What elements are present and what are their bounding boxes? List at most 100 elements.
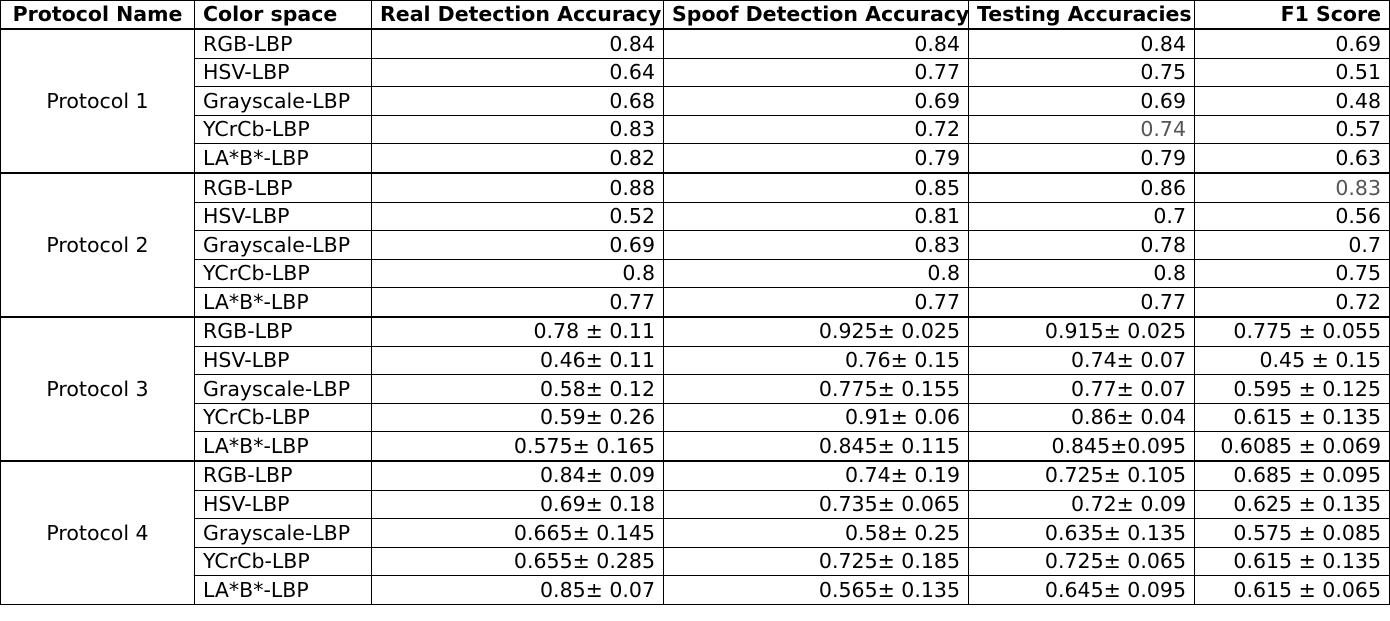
table-row: HSV-LBP 0.46± 0.11 0.76± 0.15 0.74± 0.07 0.4…	[1, 345, 1390, 376]
spoof-detection-accuracy-cell: 0.775± 0.155	[663, 374, 969, 404]
table-row: LA*B*-LBP 0.77 0.77 0.77 0.72	[1, 287, 1390, 318]
testing-accuracy-cell: 0.645± 0.095	[968, 575, 1195, 605]
color-space-cell: RGB-LBP	[194, 27, 372, 59]
results-table: Protocol Name Color space Real Detection…	[0, 0, 1390, 605]
color-space-cell: YCrCb-LBP	[194, 114, 372, 145]
testing-accuracy-cell: 0.725± 0.065	[968, 546, 1195, 577]
f1-score-cell: 0.775 ± 0.055	[1194, 315, 1390, 347]
f1-score-cell: 0.69	[1194, 27, 1390, 59]
spoof-detection-accuracy-cell: 0.85	[663, 171, 969, 203]
f1-score-cell: 0.56	[1194, 201, 1390, 232]
f1-score-cell: 0.83	[1194, 171, 1390, 203]
real-detection-accuracy-cell: 0.77	[371, 287, 664, 318]
protocol-name-cell: Protocol 4	[0, 459, 195, 605]
f1-score-cell: 0.72	[1194, 287, 1390, 318]
spoof-detection-accuracy-cell: 0.81	[663, 201, 969, 232]
spoof-detection-accuracy-cell: 0.91± 0.06	[663, 402, 969, 433]
color-space-cell: YCrCb-LBP	[194, 546, 372, 577]
f1-score-cell: 0.595 ± 0.125	[1194, 374, 1390, 404]
spoof-detection-accuracy-cell: 0.845± 0.115	[663, 431, 969, 462]
spoof-detection-accuracy-cell: 0.76± 0.15	[663, 345, 969, 376]
f1-score-cell: 0.45 ± 0.15	[1194, 345, 1390, 376]
table-row: Grayscale-LBP 0.68 0.69 0.69 0.48	[1, 86, 1390, 116]
color-space-cell: HSV-LBP	[194, 489, 372, 520]
table-row: LA*B*-LBP 0.82 0.79 0.79 0.63	[1, 143, 1390, 174]
color-space-cell: RGB-LBP	[194, 459, 372, 491]
color-space-cell: Grayscale-LBP	[194, 86, 372, 116]
testing-accuracy-cell: 0.77± 0.07	[968, 374, 1195, 404]
testing-accuracy-cell: 0.8	[968, 258, 1195, 289]
table-row: Grayscale-LBP 0.58± 0.12 0.775± 0.155 0.77±…	[1, 374, 1390, 404]
protocol-name-cell: Protocol 3	[0, 315, 195, 462]
real-detection-accuracy-cell: 0.82	[371, 143, 664, 174]
real-detection-accuracy-cell: 0.655± 0.285	[371, 546, 664, 577]
table-row: LA*B*-LBP 0.85± 0.07 0.565± 0.135 0.645± 0.…	[1, 575, 1390, 605]
spoof-detection-accuracy-cell: 0.72	[663, 114, 969, 145]
spoof-detection-accuracy-cell: 0.725± 0.185	[663, 546, 969, 577]
real-detection-accuracy-cell: 0.88	[371, 171, 664, 203]
spoof-detection-accuracy-cell: 0.79	[663, 143, 969, 174]
color-space-cell: YCrCb-LBP	[194, 258, 372, 289]
testing-accuracy-cell: 0.75	[968, 57, 1195, 88]
color-space-cell: Grayscale-LBP	[194, 230, 372, 260]
testing-accuracy-cell: 0.84	[968, 27, 1195, 59]
table-row: LA*B*-LBP 0.575± 0.165 0.845± 0.115 0.845±0…	[1, 431, 1390, 462]
f1-score-cell: 0.48	[1194, 86, 1390, 116]
testing-accuracy-cell: 0.74± 0.07	[968, 345, 1195, 376]
table-row: HSV-LBP 0.64 0.77 0.75 0.51	[1, 57, 1390, 88]
testing-accuracy-cell: 0.69	[968, 86, 1195, 116]
protocol-name-cell: Protocol 2	[0, 171, 195, 318]
color-space-cell: LA*B*-LBP	[194, 287, 372, 318]
table-row: YCrCb-LBP 0.655± 0.285 0.725± 0.185 0.725± …	[1, 546, 1390, 577]
real-detection-accuracy-cell: 0.46± 0.11	[371, 345, 664, 376]
table-row: YCrCb-LBP 0.59± 0.26 0.91± 0.06 0.86± 0.04 0…	[1, 402, 1390, 433]
color-space-cell: HSV-LBP	[194, 345, 372, 376]
real-detection-accuracy-cell: 0.8	[371, 258, 664, 289]
protocol-name-cell: Protocol 1	[0, 28, 195, 174]
color-space-cell: LA*B*-LBP	[194, 143, 372, 174]
f1-score-cell: 0.57	[1194, 114, 1390, 145]
real-detection-accuracy-cell: 0.58± 0.12	[371, 374, 664, 404]
real-detection-accuracy-cell: 0.59± 0.26	[371, 402, 664, 433]
spoof-detection-accuracy-cell: 0.565± 0.135	[663, 575, 969, 605]
testing-accuracy-cell: 0.915± 0.025	[968, 315, 1195, 347]
header-row: Protocol Name Color space Real Detection…	[0, 0, 1390, 30]
table-header: Protocol Name Color space Real Detection…	[0, 0, 1390, 30]
table-row: YCrCb-LBP 0.8 0.8 0.8 0.75	[1, 258, 1390, 289]
table-row: YCrCb-LBP 0.83 0.72 0.74 0.57	[1, 114, 1390, 145]
header-spoof-detection-accuracy: Spoof Detection Accuracy	[663, 0, 969, 30]
real-detection-accuracy-cell: 0.84	[371, 27, 664, 59]
spoof-detection-accuracy-cell: 0.735± 0.065	[663, 489, 969, 520]
spoof-detection-accuracy-cell: 0.69	[663, 86, 969, 116]
header-protocol-name: Protocol Name	[0, 0, 195, 30]
real-detection-accuracy-cell: 0.665± 0.145	[371, 518, 664, 548]
testing-accuracy-cell: 0.725± 0.105	[968, 459, 1195, 491]
spoof-detection-accuracy-cell: 0.77	[663, 287, 969, 318]
real-detection-accuracy-cell: 0.83	[371, 114, 664, 145]
f1-score-cell: 0.615 ± 0.135	[1194, 546, 1390, 577]
testing-accuracy-cell: 0.86± 0.04	[968, 402, 1195, 433]
f1-score-cell: 0.6085 ± 0.069	[1194, 431, 1390, 462]
header-color-space: Color space	[194, 0, 372, 30]
real-detection-accuracy-cell: 0.52	[371, 201, 664, 232]
testing-accuracy-cell: 0.78	[968, 230, 1195, 260]
testing-accuracy-cell: 0.77	[968, 287, 1195, 318]
header-f1-score: F1 Score	[1194, 0, 1390, 30]
color-space-cell: LA*B*-LBP	[194, 575, 372, 605]
color-space-cell: HSV-LBP	[194, 201, 372, 232]
color-space-cell: HSV-LBP	[194, 57, 372, 88]
real-detection-accuracy-cell: 0.68	[371, 86, 664, 116]
testing-accuracy-cell: 0.72± 0.09	[968, 489, 1195, 520]
f1-score-cell: 0.615 ± 0.065	[1194, 575, 1390, 605]
header-real-detection-accuracy: Real Detection Accuracy	[371, 0, 664, 30]
spoof-detection-accuracy-cell: 0.925± 0.025	[663, 315, 969, 347]
real-detection-accuracy-cell: 0.64	[371, 57, 664, 88]
f1-score-cell: 0.7	[1194, 230, 1390, 260]
table-body: Protocol 1 RGB-LBP 0.84 0.84 0.84 0.69 HSV-LBP…	[0, 27, 1390, 605]
f1-score-cell: 0.75	[1194, 258, 1390, 289]
table-row: HSV-LBP 0.52 0.81 0.7 0.56	[1, 201, 1390, 232]
testing-accuracy-cell: 0.845±0.095	[968, 431, 1195, 462]
testing-accuracy-cell: 0.635± 0.135	[968, 518, 1195, 548]
real-detection-accuracy-cell: 0.78 ± 0.11	[371, 315, 664, 347]
